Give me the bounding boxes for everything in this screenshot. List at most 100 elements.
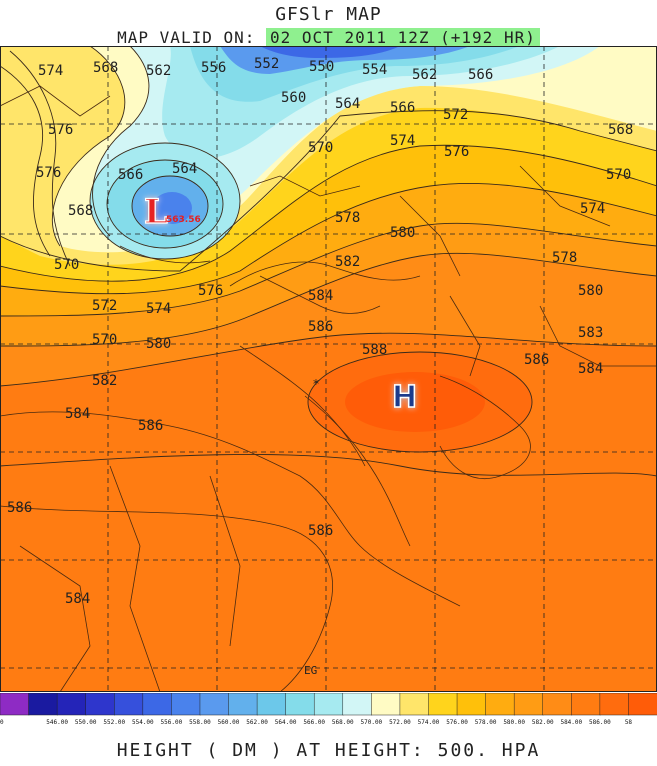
- location-marker-icon: *: [313, 377, 319, 391]
- map-title: GFSlr MAP: [275, 4, 382, 25]
- legend-label: 568.00: [332, 719, 354, 726]
- valid-prefix: MAP VALID ON:: [117, 28, 256, 47]
- contour-label: 588: [362, 342, 387, 358]
- legend-label: 0: [0, 719, 4, 726]
- contour-label: 574: [390, 133, 415, 149]
- contour-label: 552: [254, 56, 279, 72]
- contour-label: 584: [65, 406, 90, 422]
- legend-swatch: [313, 693, 344, 716]
- contour-label: 586: [308, 523, 333, 539]
- contour-label: 586: [308, 319, 333, 335]
- contour-label: 572: [92, 298, 117, 314]
- legend-label: 550.00: [75, 719, 97, 726]
- legend-label: 556.00: [161, 719, 183, 726]
- contour-label: 570: [54, 257, 79, 273]
- low-pressure-value: 563.56: [166, 215, 201, 225]
- contour-label: 564: [335, 96, 360, 112]
- contour-label: 564: [172, 161, 197, 177]
- contour-label: 580: [146, 336, 171, 352]
- contour-label: 566: [468, 67, 493, 83]
- map-marker-label: EG: [304, 664, 317, 677]
- contour-label: 578: [552, 250, 577, 266]
- contour-lines: [0, 46, 657, 477]
- height-map: 574 568 562 556 552 550 554 562 566 576 …: [0, 46, 657, 692]
- contour-label: 574: [146, 301, 171, 317]
- contour-label: 566: [118, 167, 143, 183]
- legend-label: 582.00: [532, 719, 554, 726]
- legend-swatch: [428, 693, 458, 716]
- field-description: HEIGHT ( DM ) AT HEIGHT: 500. HPA: [116, 740, 541, 761]
- legend-swatch: [199, 693, 230, 716]
- legend-label: 552.00: [103, 719, 125, 726]
- legend-swatch: [485, 693, 515, 716]
- contour-label: 572: [443, 107, 468, 123]
- valid-time-line: MAP VALID ON: 02 OCT 2011 12Z (+192 HR): [0, 28, 657, 47]
- legend-label: 578.00: [475, 719, 497, 726]
- legend-swatch: [85, 693, 116, 716]
- contour-label: 566: [390, 100, 415, 116]
- high-core: [345, 372, 485, 432]
- legend-swatch: [0, 693, 30, 716]
- legend-swatch: [456, 693, 487, 716]
- contour-label: 580: [578, 283, 603, 299]
- contour-label: 554: [362, 62, 387, 78]
- band-550: [260, 46, 400, 58]
- contour-label: 562: [412, 67, 437, 83]
- legend-label: 584.00: [560, 719, 582, 726]
- valid-time: 02 OCT 2011 12Z (+192 HR): [266, 28, 540, 47]
- contour-label: 584: [65, 591, 90, 607]
- contour-label: 584: [308, 288, 333, 304]
- low-pressure-symbol: L: [144, 192, 168, 232]
- legend-swatch: [28, 693, 58, 716]
- contour-label: 562: [146, 63, 171, 79]
- legend-swatch: [142, 693, 173, 716]
- legend-label: 566.00: [303, 719, 325, 726]
- legend-label: 574.00: [418, 719, 440, 726]
- legend-label: 570.00: [361, 719, 383, 726]
- legend-swatch: [114, 693, 144, 716]
- lat-lon-grid: [0, 46, 657, 692]
- legend-swatch: [399, 693, 430, 716]
- legend-label: 58: [625, 719, 633, 726]
- legend-swatch-group: [0, 693, 657, 716]
- contour-label: 586: [138, 418, 163, 434]
- legend-swatch: [256, 693, 287, 716]
- contour-label: 556: [201, 60, 226, 76]
- legend-swatch: [228, 693, 258, 716]
- legend-label: 564.00: [275, 719, 297, 726]
- coastlines: [0, 85, 657, 692]
- legend-label: 580.00: [503, 719, 525, 726]
- contour-label-group: 574 568 562 556 552 550 554 562 566 576 …: [7, 56, 633, 607]
- legend-label: 586.00: [589, 719, 611, 726]
- contour-label: 568: [608, 122, 633, 138]
- legend-swatch: [171, 693, 201, 716]
- contour-label: 570: [606, 167, 631, 183]
- contour-label: 570: [308, 140, 333, 156]
- legend-swatch: [371, 693, 401, 716]
- contour-label: 582: [92, 373, 117, 389]
- contour-label: 560: [281, 90, 306, 106]
- contour-label: 580: [390, 225, 415, 241]
- contour-label: 584: [578, 361, 603, 377]
- legend-swatch: [599, 693, 630, 716]
- contour-label: 568: [68, 203, 93, 219]
- contour-label: 568: [93, 60, 118, 76]
- legend-label: 572.00: [389, 719, 411, 726]
- contour-label: 574: [38, 63, 63, 79]
- contour-label: 578: [335, 210, 360, 226]
- legend-label: 558.00: [189, 719, 211, 726]
- legend-swatch: [56, 693, 87, 716]
- low-core: [152, 192, 192, 224]
- legend-swatch: [513, 693, 544, 716]
- legend-swatch: [628, 693, 657, 716]
- contour-label: 582: [335, 254, 360, 270]
- contour-label: 570: [92, 332, 117, 348]
- legend-swatch: [571, 693, 601, 716]
- legend-label: 546.00: [46, 719, 68, 726]
- contour-label: 574: [580, 201, 605, 217]
- legend-label: 576.00: [446, 719, 468, 726]
- contour-label: 576: [48, 122, 73, 138]
- legend-label: 554.00: [132, 719, 154, 726]
- legend-swatch: [542, 693, 573, 716]
- contour-label: 586: [524, 352, 549, 368]
